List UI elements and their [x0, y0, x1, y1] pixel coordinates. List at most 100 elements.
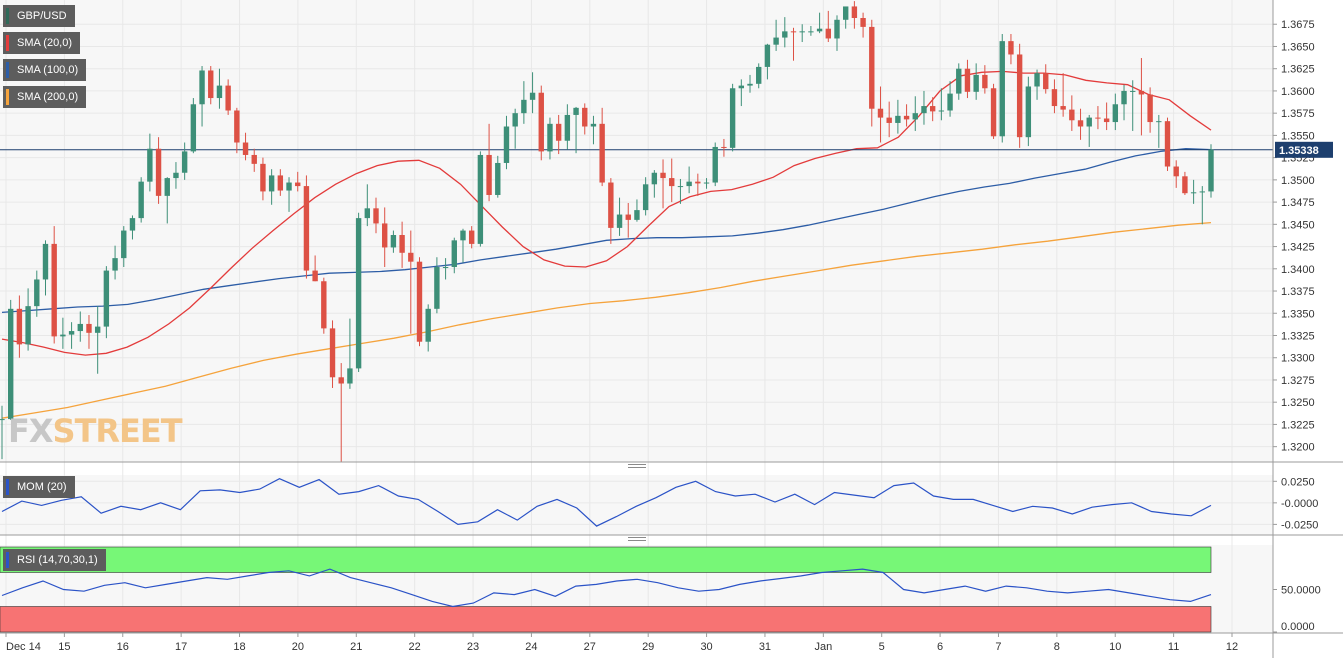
price-tick-label: 1.3450	[1281, 219, 1315, 231]
price-tick-label: 1.3675	[1281, 19, 1315, 31]
candle-body	[895, 115, 901, 123]
candle-body	[982, 74, 988, 89]
candle	[94, 306, 101, 374]
time-tick-label: 11	[1168, 641, 1179, 653]
sma20-line	[1, 70, 1212, 356]
candle-body	[60, 334, 66, 337]
candle-body	[642, 184, 649, 211]
time-tick-label: 22	[409, 641, 421, 653]
rsi-tick-label: 50.0000	[1281, 585, 1321, 597]
time-tick-label: 16	[117, 641, 129, 653]
candle-body	[1086, 117, 1092, 127]
candle	[512, 108, 518, 149]
candle-body	[877, 108, 884, 118]
instrument-label-text: GBP/USD	[17, 10, 67, 22]
candle-body	[225, 85, 231, 111]
candle	[651, 170, 658, 198]
candle-body	[1016, 54, 1023, 138]
legend-rsi[interactable]: RSI (14,70,30,1)	[3, 549, 106, 571]
candle-body	[1130, 90, 1136, 92]
price-tick-label: 1.3325	[1281, 330, 1315, 342]
panel-resize-handle-rsi[interactable]	[628, 537, 646, 541]
candle-body	[190, 104, 197, 152]
rsi-overbought-zone	[0, 546, 1212, 573]
candle-body	[634, 210, 640, 220]
candle-body	[999, 41, 1005, 137]
time-tick-label: 29	[642, 641, 654, 653]
candle	[1016, 43, 1023, 148]
candle	[921, 90, 927, 125]
candle	[929, 97, 936, 122]
candle	[842, 6, 849, 29]
candle-body	[425, 308, 431, 342]
legend-sma100[interactable]: SMA (100,0)	[3, 59, 87, 81]
candle-body	[0, 419, 5, 421]
candle	[216, 68, 223, 109]
candle-body	[268, 175, 275, 192]
panel-resize-handle-mom[interactable]	[628, 464, 646, 468]
time-tick-label: Jan	[814, 641, 832, 653]
candle-body	[747, 83, 753, 86]
candle	[434, 257, 440, 314]
legend-mom-text: MOM (20)	[17, 481, 67, 493]
candle-body	[208, 70, 214, 99]
candle-body	[129, 218, 136, 231]
candle-body	[1025, 86, 1032, 138]
candle	[895, 99, 901, 134]
candle-body	[903, 115, 910, 120]
time-tick-label: 17	[175, 641, 187, 653]
candle	[625, 202, 631, 238]
candle-body	[286, 182, 292, 191]
candle-body	[886, 117, 892, 123]
candle	[964, 59, 971, 99]
price-tick-label: 1.3200	[1281, 442, 1315, 454]
candle-body	[608, 182, 614, 228]
price-tick-label: 1.3625	[1281, 64, 1315, 76]
candle	[903, 104, 910, 127]
candle-body	[1121, 90, 1127, 105]
price-tick-label: 1.3350	[1281, 308, 1315, 320]
time-tick-label: 6	[937, 641, 943, 653]
time-tick-label: 12	[1226, 641, 1238, 653]
price-tick-label: 1.3225	[1281, 419, 1315, 431]
candle-body	[382, 223, 388, 248]
candle	[1034, 69, 1040, 100]
candle	[564, 104, 571, 150]
fxstreet-watermark: FXSTREET	[8, 412, 183, 450]
candle	[468, 226, 475, 249]
time-tick-label: 20	[292, 641, 304, 653]
candle-body	[216, 85, 223, 99]
candle	[451, 237, 457, 274]
time-tick-label: 27	[584, 641, 596, 653]
sma100-line	[1, 148, 1212, 314]
legend-sma200[interactable]: SMA (200,0)	[3, 86, 87, 108]
candle	[442, 258, 449, 280]
instrument-label[interactable]: GBP/USD	[3, 5, 75, 27]
candle	[1190, 179, 1197, 204]
candle-body	[442, 267, 449, 269]
candle-body	[773, 37, 779, 45]
candle-body	[1199, 191, 1205, 193]
candle	[260, 157, 266, 201]
candle-body	[1051, 89, 1058, 107]
candle-body	[721, 146, 727, 148]
candle-body	[68, 331, 75, 335]
candle	[1199, 186, 1205, 225]
candle-body	[529, 92, 536, 100]
candle-body	[938, 110, 945, 112]
legend-sma20[interactable]: SMA (20,0)	[3, 32, 81, 54]
candle	[590, 115, 597, 145]
candle-body	[16, 308, 23, 345]
candle	[808, 26, 814, 36]
candle	[773, 19, 779, 51]
candle	[790, 27, 797, 61]
candle-body	[764, 44, 771, 67]
legend-mom[interactable]: MOM (20)	[3, 476, 75, 498]
candle-body	[121, 230, 127, 259]
candle	[8, 299, 14, 420]
candle	[1173, 160, 1179, 188]
candle	[129, 215, 136, 240]
candle-body	[155, 148, 162, 196]
candle	[42, 240, 49, 296]
